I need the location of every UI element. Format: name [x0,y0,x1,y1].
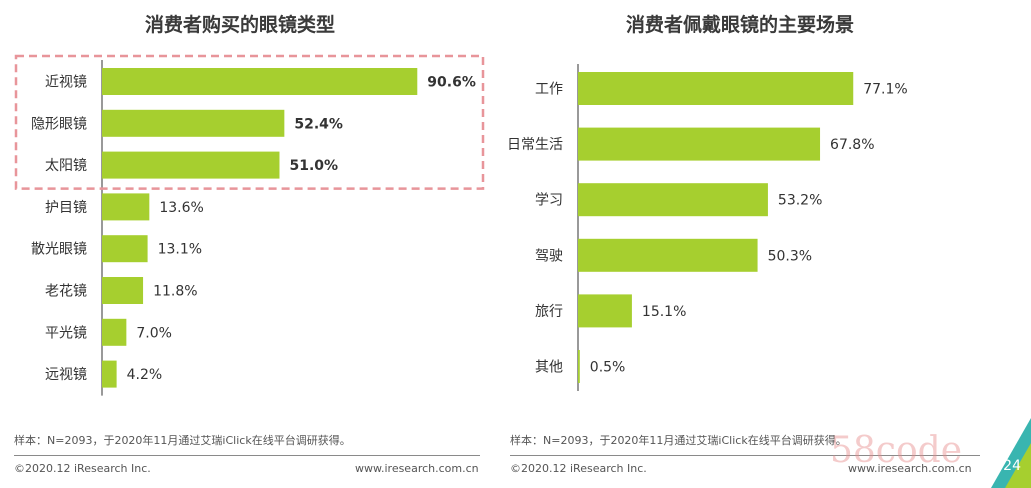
left-bar-1 [102,109,285,137]
left-category-label-6: 平光镜 [45,325,87,341]
left-value-label-1: 52.4% [294,116,343,132]
left-bar-6 [102,318,127,346]
right-category-label-5: 其他 [535,360,563,376]
left-category-label-7: 远视镜 [45,367,87,383]
right-category-label-2: 学习 [535,193,563,209]
copyright-right: ©2020.12 iResearch Inc. [510,462,647,475]
sample-note-right: 样本：N=2093，于2020年11月通过艾瑞iClick在线平台调研获得。 [510,434,847,447]
page-number: 24 [1003,458,1021,474]
left-bar-3 [102,193,150,221]
right-bar-0 [578,72,854,105]
watermark: 58code [830,430,962,471]
left-bar-4 [102,235,148,263]
right-bar-3 [578,238,758,272]
right-category-label-0: 工作 [535,82,563,98]
right-bar-5 [578,350,580,383]
left-category-label-2: 太阳镜 [45,158,87,174]
corner-decoration-green [1005,443,1031,488]
right-chart-title: 消费者佩戴眼镜的主要场景 [625,14,854,36]
right-value-label-4: 15.1% [642,304,686,320]
right-category-label-1: 日常生活 [507,137,563,153]
footer-divider-right [510,455,980,456]
left-category-label-5: 老花镜 [45,284,87,300]
right-bar-2 [578,183,768,217]
left-category-label-3: 护目镜 [45,200,87,216]
left-value-label-3: 13.6% [159,200,203,216]
right-category-label-3: 驾驶 [535,248,563,264]
right-value-label-5: 0.5% [590,360,626,376]
sample-note-left: 样本：N=2093，于2020年11月通过艾瑞iClick在线平台调研获得。 [14,434,351,447]
left-value-label-6: 7.0% [136,325,172,341]
left-bar-2 [102,151,280,179]
website-link-right[interactable]: www.iresearch.com.cn [848,462,972,475]
left-value-label-5: 11.8% [153,284,197,300]
left-bar-7 [102,360,117,388]
left-bar-0 [102,68,418,95]
right-category-label-4: 旅行 [535,304,563,320]
copyright-left: ©2020.12 iResearch Inc. [14,462,151,475]
left-value-label-2: 51.0% [289,158,338,174]
left-value-label-4: 13.1% [158,242,202,258]
left-chart-title: 消费者购买的眼镜类型 [144,14,335,36]
right-bar-1 [578,127,821,161]
footer-divider-left [14,455,480,456]
left-bar-5 [102,277,144,304]
left-value-label-7: 4.2% [127,367,163,383]
right-value-label-3: 50.3% [768,248,812,264]
right-value-label-2: 53.2% [778,193,822,209]
right-value-label-1: 67.8% [830,137,874,153]
website-link-left[interactable]: www.iresearch.com.cn [355,462,479,475]
left-category-label-4: 散光眼镜 [31,242,87,258]
left-category-label-0: 近视镜 [45,75,87,91]
right-bar-4 [578,294,632,328]
right-value-label-0: 77.1% [863,82,907,98]
left-category-label-1: 隐形眼镜 [31,116,87,132]
highlight-box [14,54,485,190]
left-value-label-0: 90.6% [427,75,476,91]
